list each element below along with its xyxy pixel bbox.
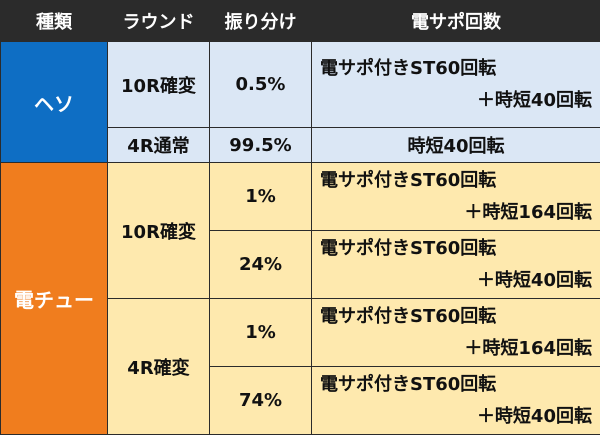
- support-cell: 電サポ付きST60回転 ＋時短164回転: [312, 163, 600, 231]
- support-cell: 電サポ付きST60回転 ＋時短40回転: [312, 231, 600, 299]
- ratio-cell: 1%: [210, 299, 312, 367]
- heso-label: ヘソ: [1, 42, 108, 163]
- support-line-2: ＋時短40回転: [320, 265, 592, 297]
- ratio-cell: 1%: [210, 163, 312, 231]
- support-line-1: 電サポ付きST60回転: [320, 301, 592, 333]
- support-cell: 時短40回転: [312, 128, 600, 163]
- ratio-cell: 74%: [210, 367, 312, 435]
- support-cell: 電サポ付きST60回転 ＋時短40回転: [312, 42, 600, 128]
- header-ratio: 振り分け: [210, 1, 312, 42]
- ratio-cell: 99.5%: [210, 128, 312, 163]
- support-cell: 電サポ付きST60回転 ＋時短40回転: [312, 367, 600, 435]
- denchu-label: 電チュー: [1, 163, 108, 435]
- support-line-1: 電サポ付きST60回転: [320, 369, 592, 401]
- ratio-cell: 24%: [210, 231, 312, 299]
- heso-row-1: ヘソ 10R確変 0.5% 電サポ付きST60回転 ＋時短40回転: [1, 42, 600, 128]
- support-cell: 電サポ付きST60回転 ＋時短164回転: [312, 299, 600, 367]
- header-support: 電サポ回数: [312, 1, 600, 42]
- support-line-2: ＋時短40回転: [320, 85, 592, 117]
- support-line-2: ＋時短164回転: [320, 333, 592, 365]
- round-cell: 10R確変: [108, 163, 210, 299]
- support-line-2: ＋時短164回転: [320, 197, 592, 229]
- round-cell: 10R確変: [108, 42, 210, 128]
- support-line-1: 電サポ付きST60回転: [320, 233, 592, 265]
- support-line-1: 電サポ付きST60回転: [320, 165, 592, 197]
- support-line-2: ＋時短40回転: [320, 401, 592, 433]
- header-row: 種類 ラウンド 振り分け 電サポ回数: [1, 1, 600, 42]
- header-type: 種類: [1, 1, 108, 42]
- denchu-row-1: 電チュー 10R確変 1% 電サポ付きST60回転 ＋時短164回転: [1, 163, 600, 231]
- header-round: ラウンド: [108, 1, 210, 42]
- round-cell: 4R確変: [108, 299, 210, 435]
- support-line-1: 電サポ付きST60回転: [320, 53, 592, 85]
- round-cell: 4R通常: [108, 128, 210, 163]
- ratio-cell: 0.5%: [210, 42, 312, 128]
